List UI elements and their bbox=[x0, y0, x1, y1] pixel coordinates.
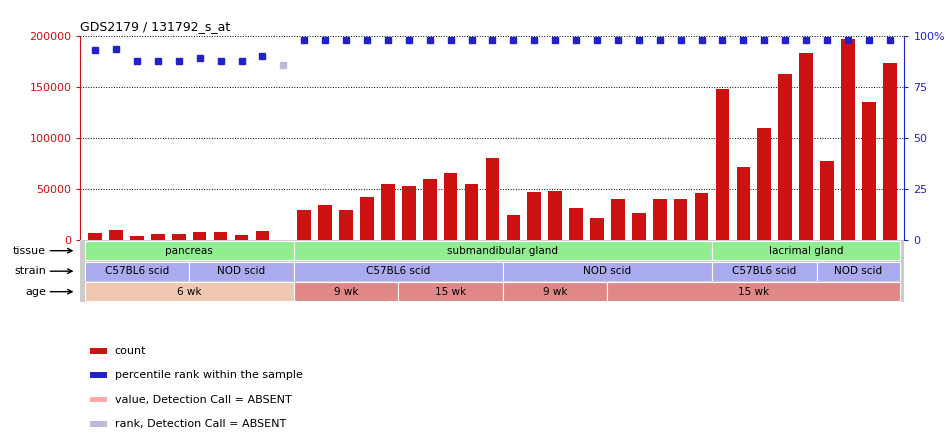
Bar bbox=[130, 236, 144, 241]
Text: 6 wk: 6 wk bbox=[177, 287, 202, 297]
Text: GDS2179 / 131792_s_at: GDS2179 / 131792_s_at bbox=[80, 20, 231, 33]
Bar bbox=[486, 159, 499, 241]
Bar bbox=[503, 262, 712, 281]
Text: age: age bbox=[25, 287, 45, 297]
Bar bbox=[507, 215, 520, 241]
Bar bbox=[611, 199, 625, 241]
Bar bbox=[256, 231, 269, 241]
Bar bbox=[607, 282, 901, 301]
Text: NOD scid: NOD scid bbox=[218, 266, 265, 276]
Text: C57BL6 scid: C57BL6 scid bbox=[366, 266, 431, 276]
Bar bbox=[402, 186, 416, 241]
Bar bbox=[360, 198, 374, 241]
Bar bbox=[712, 262, 816, 281]
Text: value, Detection Call = ABSENT: value, Detection Call = ABSENT bbox=[115, 395, 292, 404]
Bar bbox=[109, 230, 123, 241]
Bar bbox=[444, 173, 457, 241]
Bar bbox=[235, 235, 248, 241]
Bar bbox=[695, 193, 708, 241]
Bar bbox=[816, 262, 901, 281]
Text: C57BL6 scid: C57BL6 scid bbox=[105, 266, 170, 276]
Bar bbox=[294, 262, 503, 281]
Bar bbox=[778, 75, 792, 241]
Bar bbox=[84, 241, 294, 260]
Bar bbox=[758, 128, 771, 241]
Text: C57BL6 scid: C57BL6 scid bbox=[732, 266, 796, 276]
Text: 9 wk: 9 wk bbox=[333, 287, 358, 297]
Bar bbox=[716, 89, 729, 241]
Bar bbox=[214, 232, 227, 241]
Bar bbox=[674, 199, 688, 241]
Text: count: count bbox=[115, 346, 146, 356]
Text: rank, Detection Call = ABSENT: rank, Detection Call = ABSENT bbox=[115, 419, 286, 429]
Bar bbox=[277, 240, 290, 241]
Bar bbox=[88, 233, 102, 241]
Bar bbox=[712, 241, 901, 260]
Bar bbox=[193, 232, 206, 241]
Bar bbox=[423, 179, 437, 241]
Text: NOD scid: NOD scid bbox=[583, 266, 632, 276]
Bar bbox=[465, 184, 478, 241]
Bar bbox=[862, 102, 876, 241]
Bar bbox=[294, 282, 399, 301]
Bar bbox=[527, 192, 541, 241]
Bar bbox=[883, 63, 897, 241]
Bar bbox=[652, 199, 667, 241]
Text: 9 wk: 9 wk bbox=[543, 287, 567, 297]
Bar bbox=[84, 282, 294, 301]
Bar bbox=[84, 262, 189, 281]
Text: submandibular gland: submandibular gland bbox=[447, 246, 559, 256]
Text: percentile rank within the sample: percentile rank within the sample bbox=[115, 370, 302, 380]
Text: pancreas: pancreas bbox=[166, 246, 213, 256]
Text: tissue: tissue bbox=[13, 246, 45, 256]
Bar bbox=[399, 282, 503, 301]
Bar bbox=[632, 213, 646, 241]
Bar bbox=[503, 282, 607, 301]
Text: 15 wk: 15 wk bbox=[739, 287, 769, 297]
Text: strain: strain bbox=[14, 266, 45, 276]
Bar bbox=[590, 218, 604, 241]
Bar bbox=[172, 234, 186, 241]
Bar bbox=[294, 241, 712, 260]
Bar bbox=[548, 191, 562, 241]
Bar bbox=[841, 39, 855, 241]
Bar bbox=[339, 210, 353, 241]
Bar bbox=[381, 184, 395, 241]
Text: NOD scid: NOD scid bbox=[834, 266, 883, 276]
Bar bbox=[152, 234, 165, 241]
Bar bbox=[737, 166, 750, 241]
Text: 15 wk: 15 wk bbox=[435, 287, 466, 297]
Text: lacrimal gland: lacrimal gland bbox=[769, 246, 844, 256]
Bar bbox=[189, 262, 294, 281]
Bar bbox=[799, 53, 813, 241]
Bar bbox=[318, 205, 332, 241]
Bar bbox=[569, 208, 583, 241]
Bar bbox=[297, 210, 311, 241]
Bar bbox=[820, 161, 833, 241]
